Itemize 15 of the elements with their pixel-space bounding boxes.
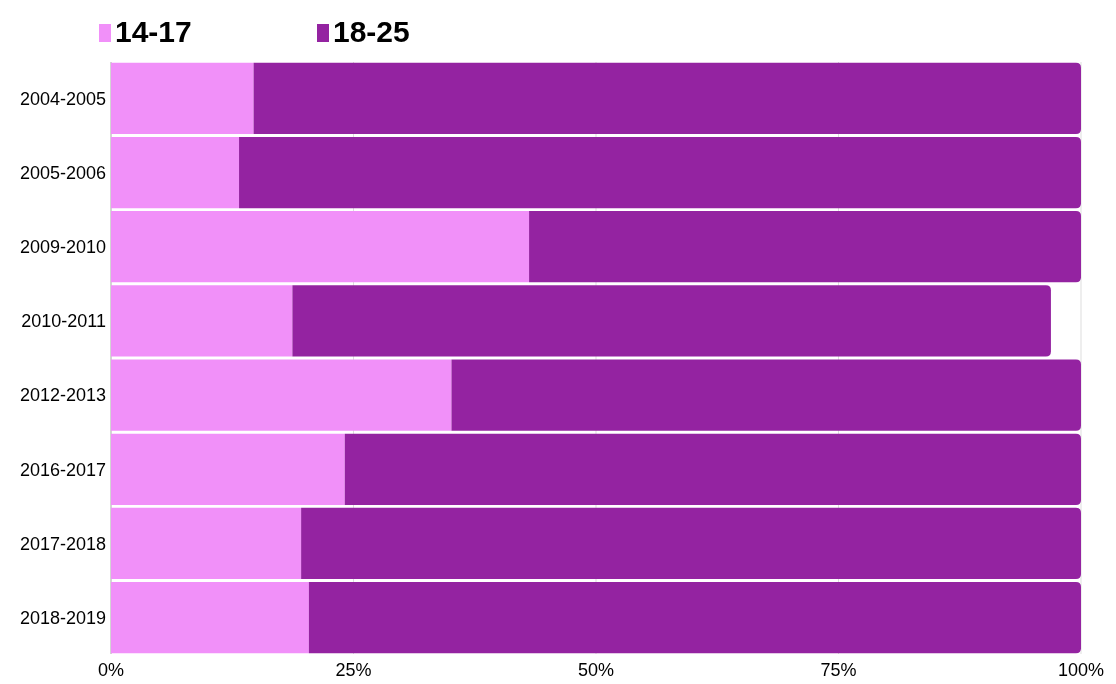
y-tick-label: 2010-2011 [21,311,106,332]
x-tick-label: 25% [335,660,372,680]
legend-label: 18-25 [333,15,410,48]
y-tick-label: 2012-2013 [19,385,106,406]
x-tick-label: 100% [1057,660,1105,680]
legend-label: 14-17 [115,15,192,48]
y-tick-label: 2018-2019 [19,607,106,628]
x-tick-label: 0% [97,660,125,680]
y-tick-label: 2005-2006 [19,162,106,183]
y-tick-label: 2009-2010 [19,237,106,258]
y-tick-label: 2004-2005 [19,88,106,109]
y-tick-label: 2016-2017 [19,459,106,480]
x-tick-label: 50% [577,660,615,680]
y-tick-label: 2017-2018 [19,533,106,554]
x-tick-label: 75% [820,660,857,680]
